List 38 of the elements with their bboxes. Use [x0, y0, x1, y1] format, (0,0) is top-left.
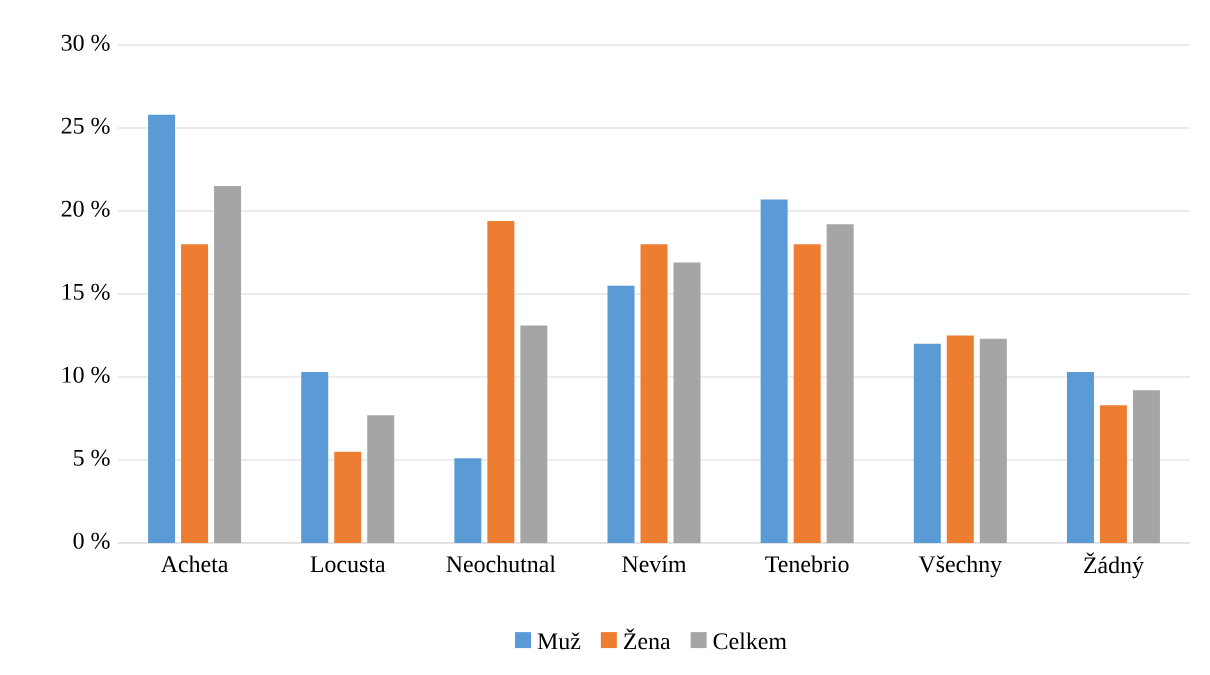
- y-tick-label: 20 %: [61, 200, 110, 217]
- y-tick-label: 10 %: [62, 366, 110, 383]
- bar: [673, 262, 701, 543]
- bar: [793, 244, 821, 543]
- y-tick-label: 30 %: [61, 34, 110, 51]
- x-tick-label: Tenebrio: [765, 555, 849, 573]
- bar: [1066, 372, 1094, 543]
- bar: [520, 325, 548, 543]
- bar: [181, 244, 209, 543]
- y-tick-label: 0 %: [73, 532, 110, 549]
- bar: [454, 458, 482, 543]
- bar: [148, 114, 176, 543]
- y-tick-label: 25 %: [61, 117, 110, 134]
- bar: [1099, 405, 1127, 543]
- x-tick-label: Žádný: [1084, 552, 1144, 579]
- bar: [367, 415, 395, 543]
- y-tick-label: 5 %: [74, 449, 110, 466]
- bar: [760, 199, 788, 543]
- bar: [913, 343, 941, 543]
- bar: [1132, 390, 1160, 543]
- x-tick-label: Locusta: [310, 556, 386, 573]
- legend-label: Žena: [623, 628, 671, 650]
- bar: [301, 372, 329, 543]
- bar: [607, 285, 635, 543]
- bar: [214, 186, 242, 543]
- x-tick-label: Nevím: [622, 555, 687, 573]
- bar: [487, 220, 515, 543]
- bar: [826, 224, 854, 543]
- bar: [946, 335, 974, 543]
- bar: [979, 338, 1007, 543]
- x-tick-label: Všechny: [918, 555, 1003, 578]
- bar: [640, 244, 668, 543]
- bar: [334, 451, 362, 543]
- legend-label: Celkem: [713, 632, 787, 650]
- x-tick-label: Neochutnal: [446, 555, 556, 573]
- y-tick-label: 15 %: [62, 283, 110, 300]
- x-tick-label: Acheta: [160, 555, 229, 573]
- legend-label: Muž: [537, 632, 581, 650]
